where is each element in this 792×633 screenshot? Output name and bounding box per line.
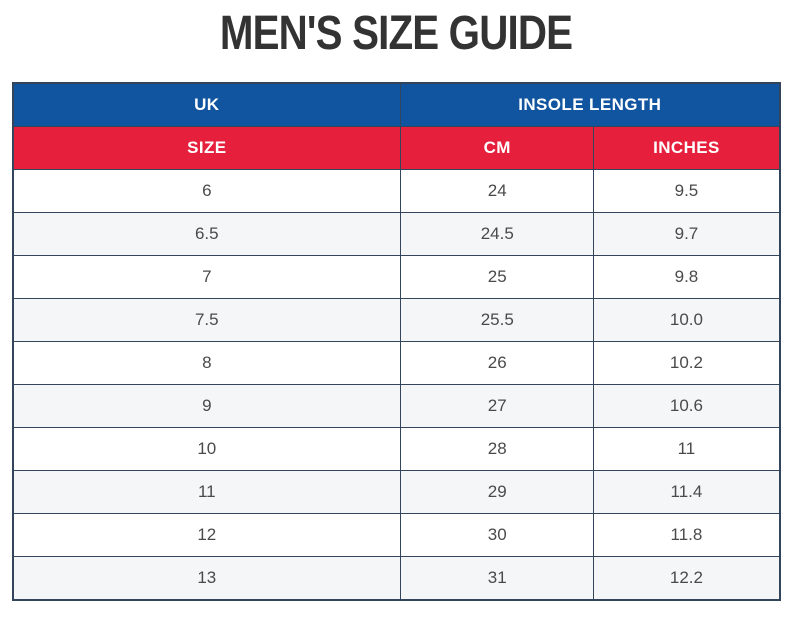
cm-cell: 29 xyxy=(400,469,595,514)
inches-cell: 10.6 xyxy=(593,383,780,428)
size-table-row: 11 29 11.4 xyxy=(11,469,780,514)
size-table-row: 7.5 25.5 10.0 xyxy=(11,297,780,342)
cm-cell: 25.5 xyxy=(400,297,595,342)
size-table-body: 6 24 9.5 6.5 24.5 9.7 7 25 9.8 7.5 25.5 … xyxy=(11,168,780,601)
size-table-row: 13 31 12.2 xyxy=(11,555,780,601)
size-table-row: 12 30 11.8 xyxy=(11,512,780,557)
cm-cell: 27 xyxy=(400,383,595,428)
inches-cell: 10.2 xyxy=(593,340,780,385)
uk-size-cell: 10 xyxy=(11,426,402,471)
inches-cell: 9.5 xyxy=(593,168,780,213)
uk-size-cell: 8 xyxy=(11,340,402,385)
size-table-row: 9 27 10.6 xyxy=(11,383,780,428)
size-table-row: 8 26 10.2 xyxy=(11,340,780,385)
inches-cell: 11.8 xyxy=(593,512,780,557)
inches-column-header: INCHES xyxy=(593,125,780,170)
uk-size-cell: 7.5 xyxy=(11,297,402,342)
column-header-row: SIZE CM INCHES xyxy=(11,125,780,170)
inches-cell: 11.4 xyxy=(593,469,780,514)
uk-size-cell: 7 xyxy=(11,254,402,299)
insole-length-group-header: INSOLE LENGTH xyxy=(400,82,780,127)
page-title: MEN'S SIZE GUIDE xyxy=(219,7,573,60)
uk-group-header: UK xyxy=(11,82,402,127)
cm-cell: 30 xyxy=(400,512,595,557)
mens-size-guide-table: UK INSOLE LENGTH SIZE CM INCHES 6 24 9.5… xyxy=(11,81,781,601)
inches-cell: 11 xyxy=(593,426,780,471)
group-header-row: UK INSOLE LENGTH xyxy=(11,82,780,127)
size-table-row: 6.5 24.5 9.7 xyxy=(11,211,780,256)
cm-cell: 28 xyxy=(400,426,595,471)
size-column-header: SIZE xyxy=(11,125,402,170)
size-table-row: 7 25 9.8 xyxy=(11,254,780,299)
uk-size-cell: 11 xyxy=(11,469,402,514)
cm-cell: 26 xyxy=(400,340,595,385)
cm-cell: 24.5 xyxy=(400,211,595,256)
uk-size-cell: 6.5 xyxy=(11,211,402,256)
inches-cell: 9.8 xyxy=(593,254,780,299)
uk-size-cell: 13 xyxy=(11,555,402,601)
inches-cell: 12.2 xyxy=(593,555,780,601)
size-table-row: 6 24 9.5 xyxy=(11,168,780,213)
inches-cell: 10.0 xyxy=(593,297,780,342)
cm-column-header: CM xyxy=(400,125,595,170)
inches-cell: 9.7 xyxy=(593,211,780,256)
size-table-row: 10 28 11 xyxy=(11,426,780,471)
cm-cell: 24 xyxy=(400,168,595,213)
cm-cell: 31 xyxy=(400,555,595,601)
uk-size-cell: 9 xyxy=(11,383,402,428)
cm-cell: 25 xyxy=(400,254,595,299)
uk-size-cell: 12 xyxy=(11,512,402,557)
uk-size-cell: 6 xyxy=(11,168,402,213)
